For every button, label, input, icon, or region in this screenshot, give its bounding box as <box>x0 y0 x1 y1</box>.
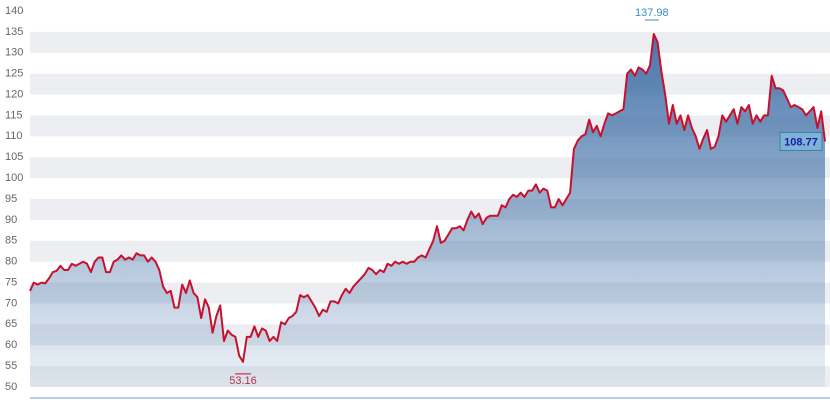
grid-band <box>30 73 830 95</box>
low-label: 53.16 <box>229 375 257 387</box>
y-tick-label: 100 <box>5 172 23 184</box>
y-tick-label: 55 <box>5 360 17 372</box>
y-tick-label: 70 <box>5 297 17 309</box>
last-value-box <box>779 131 823 151</box>
y-tick-label: 90 <box>5 214 17 226</box>
y-tick-label: 95 <box>5 193 17 205</box>
y-tick-label: 105 <box>5 151 23 163</box>
high-label: 137.98 <box>635 7 669 19</box>
y-tick-label: 120 <box>5 88 23 100</box>
y-tick-label: 80 <box>5 256 17 268</box>
y-tick-label: 115 <box>5 109 23 121</box>
y-tick-label: 135 <box>5 26 23 38</box>
y-tick-label: 75 <box>5 276 17 288</box>
y-tick-label: 140 <box>5 5 23 17</box>
y-tick-label: 50 <box>5 381 17 393</box>
y-tick-label: 85 <box>5 235 17 247</box>
area-fill <box>30 34 825 387</box>
price-line <box>29 33 826 363</box>
y-tick-label: 60 <box>5 339 17 351</box>
y-tick-label: 65 <box>5 318 17 330</box>
y-tick-label: 130 <box>5 47 23 59</box>
y-tick-label: 125 <box>5 68 23 80</box>
grid-band <box>30 31 830 53</box>
grid-band <box>30 115 830 137</box>
last-value-label: 108.77 <box>784 136 818 148</box>
y-tick-label: 110 <box>5 130 23 142</box>
